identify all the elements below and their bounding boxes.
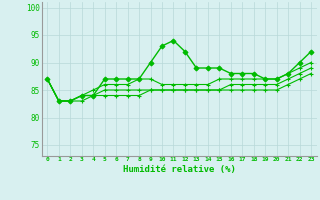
X-axis label: Humidité relative (%): Humidité relative (%) bbox=[123, 165, 236, 174]
